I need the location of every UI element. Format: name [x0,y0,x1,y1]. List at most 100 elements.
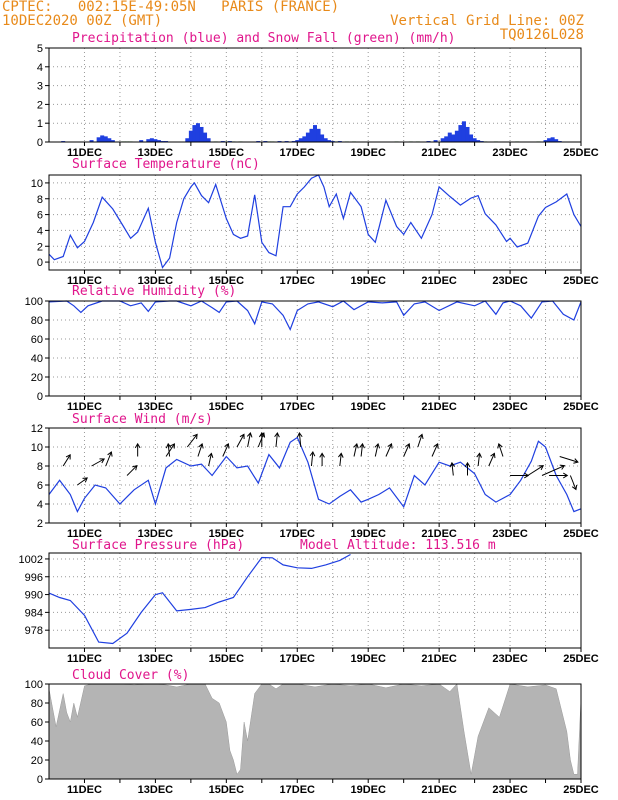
wind-vector [298,432,302,448]
wind-vector-head [246,432,253,438]
y-tick-label: 3 [37,81,43,93]
x-tick-label: 23DEC [492,147,528,159]
wind-vector [236,434,245,448]
precip-bar [313,125,317,142]
x-tick-label: 15DEC [209,147,245,159]
precip-bar [454,130,459,142]
precip-bar [203,132,208,142]
x-tick-label: 17DEC [280,275,316,287]
wind-vector-head [497,442,503,449]
wind-vector-head [170,443,175,449]
precip-bar [472,138,477,142]
y-tick-label: 40 [31,353,43,365]
wind-vector [222,443,229,457]
y-tick-label: 2 [37,241,43,253]
x-tick-label: 19DEC [350,528,386,540]
wind-vector [374,443,379,457]
wind-vector-head [192,433,198,440]
precip-bar [547,138,552,142]
wind-vector-head [274,432,280,438]
wind-vector [247,432,251,448]
wind-vector [477,453,481,467]
wind-frame [48,427,582,524]
wind-vector [569,475,577,490]
wind-vector-head [359,442,365,449]
y-tick-label: 2 [37,99,43,111]
wind-vector [208,453,212,467]
precip-title: Precipitation (blue) and Snow Fall (gree… [72,31,456,46]
y-tick-label: 978 [25,625,43,637]
wind-vector-head [433,443,439,449]
wind-vector [488,453,495,467]
rh-line [48,300,582,332]
wind-vector-head [207,452,214,458]
wind-vector [186,434,198,448]
y-tick-label: 0 [37,257,43,269]
wind-vector [451,462,454,476]
wind-vector-head [224,443,230,449]
x-tick-label: 21DEC [421,147,457,159]
wind-vector-head [449,461,456,468]
rh-title: Relative Humidity (%) [72,284,236,299]
y-tick-label: 10 [31,442,43,454]
cloud-area [48,683,582,780]
precip-bar [110,140,115,142]
header: CPTEC: 002:15E-49:05N PARIS (FRANCE) 10D… [0,0,618,48]
grid-line-note: Vertical Grid Line: 00Z [390,13,584,29]
pressure-frame [48,552,582,649]
wind-vector-head [573,458,579,464]
precip-bar [302,136,307,142]
wind-vector [498,443,504,457]
wind-vector [126,465,138,476]
wind-vector [62,454,71,467]
model-code: TQ0126L028 [499,27,584,43]
wind-vector-head [134,442,141,449]
y-tick-label: 4 [37,62,43,74]
wind-vector [310,451,314,467]
wind-vector [275,432,278,448]
x-tick-label: 23DEC [492,275,528,287]
precip-bar [156,140,161,142]
y-tick-label: 0 [37,774,43,786]
y-tick-label: 20 [31,372,43,384]
x-tick-label: 11DEC [67,653,102,665]
y-tick-label: 984 [25,607,43,619]
wind-vector [167,443,171,457]
wind-vector [165,443,175,457]
y-tick-label: 6 [37,480,43,492]
precip-bar [451,134,456,142]
precip-bar [100,135,105,142]
y-tick-label: 8 [37,461,43,473]
x-tick-label: 25DEC [563,528,599,540]
temp-line [48,174,582,269]
x-tick-label: 15DEC [209,401,245,413]
x-tick-label: 25DEC [563,275,599,287]
rh-frame [48,300,582,397]
x-tick-label: 21DEC [421,784,457,796]
precip-bar [206,138,211,142]
x-tick-label: 17DEC [280,147,316,159]
x-tick-label: 17DEC [280,784,316,796]
wind-vector-head [559,464,566,470]
x-tick-label: 21DEC [421,275,457,287]
precip-bar [447,132,452,142]
wind-vector-head [309,451,316,457]
wind-vector-head [239,433,245,440]
x-tick-label: 13DEC [138,147,174,159]
wind-vector [559,456,579,463]
wind-vector-head [132,465,138,471]
precip-bar [107,138,112,142]
precip-bar [320,134,325,142]
y-tick-label: 2 [37,518,43,530]
wind-vector-head [490,452,496,459]
x-tick-label: 19DEC [350,784,386,796]
x-tick-label: 11DEC [67,147,102,159]
x-tick-label: 11DEC [67,401,102,413]
wind-vector-head [374,442,381,449]
precip-bar [149,138,154,142]
y-tick-label: 60 [31,717,43,729]
pressure-title: Surface Pressure (hPa) [72,538,244,553]
x-tick-label: 11DEC [67,528,102,540]
precip-bar [465,126,470,142]
